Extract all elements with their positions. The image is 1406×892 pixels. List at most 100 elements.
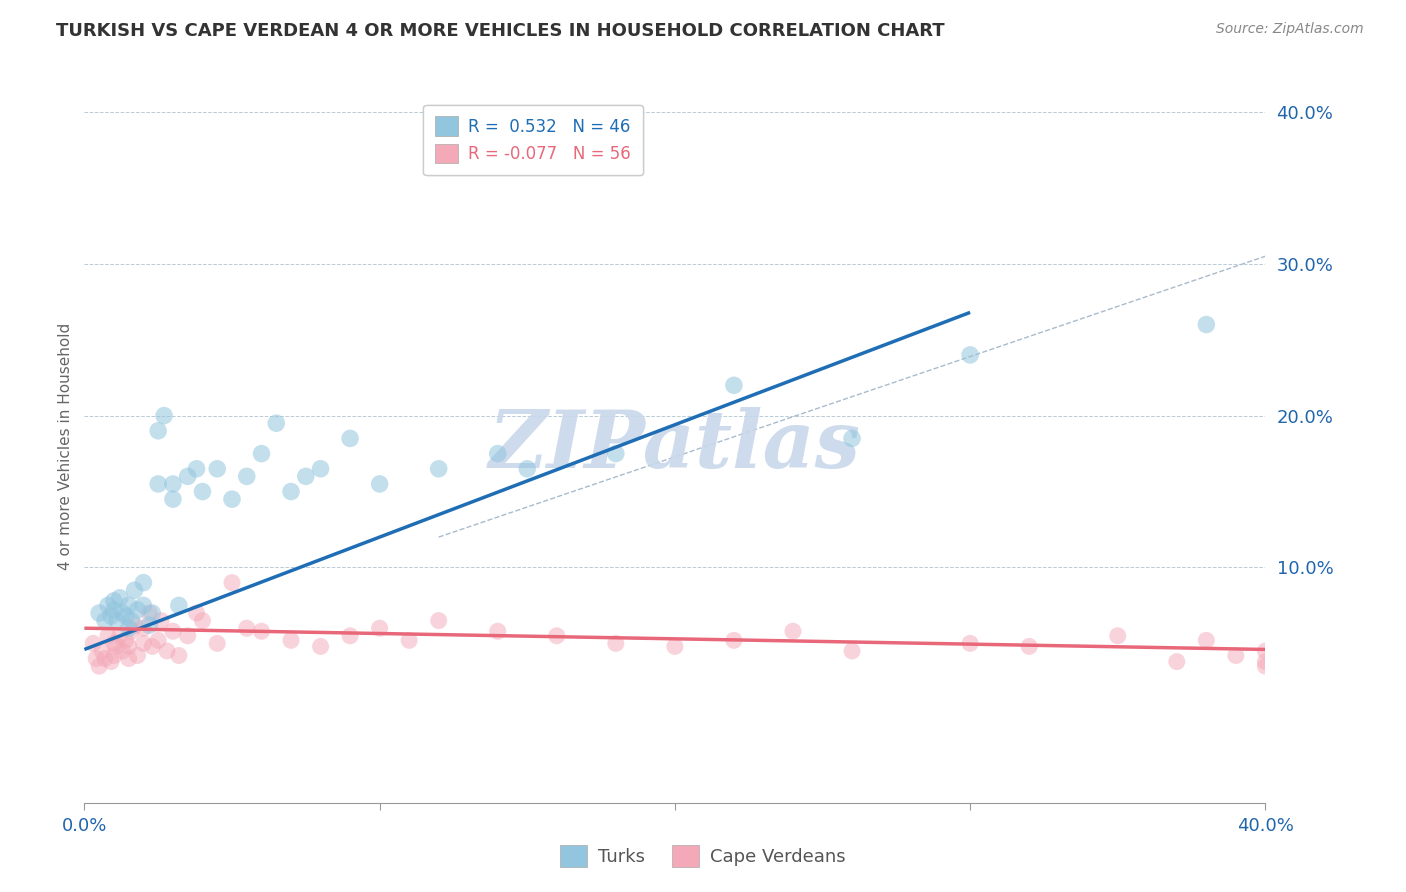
Point	[111, 606, 134, 620]
Point	[138, 618, 160, 632]
Point	[156, 644, 179, 658]
Point	[1166, 655, 1188, 669]
Point	[186, 606, 208, 620]
Point	[148, 424, 170, 438]
Point	[1254, 644, 1277, 658]
Point	[177, 629, 200, 643]
Point	[1195, 318, 1218, 332]
Point	[141, 606, 163, 620]
Point	[91, 644, 114, 658]
Point	[121, 624, 143, 639]
Point	[124, 618, 146, 632]
Point	[1195, 633, 1218, 648]
Point	[127, 648, 149, 663]
Point	[97, 599, 120, 613]
Point	[103, 648, 125, 663]
Point	[959, 636, 981, 650]
Point	[235, 469, 259, 483]
Point	[100, 655, 122, 669]
Point	[280, 633, 302, 648]
Point	[1254, 659, 1277, 673]
Legend: R =  0.532   N = 46, R = -0.077   N = 56: R = 0.532 N = 46, R = -0.077 N = 56	[423, 104, 643, 175]
Point	[124, 583, 146, 598]
Point	[87, 606, 111, 620]
Point	[186, 462, 208, 476]
Point	[1254, 655, 1277, 669]
Point	[94, 614, 117, 628]
Point	[486, 447, 509, 461]
Point	[959, 348, 981, 362]
Point	[1225, 648, 1247, 663]
Y-axis label: 4 or more Vehicles in Household: 4 or more Vehicles in Household	[58, 322, 73, 570]
Point	[235, 621, 259, 635]
Text: TURKISH VS CAPE VERDEAN 4 OR MORE VEHICLES IN HOUSEHOLD CORRELATION CHART: TURKISH VS CAPE VERDEAN 4 OR MORE VEHICL…	[56, 22, 945, 40]
Point	[264, 416, 288, 430]
Point	[167, 648, 190, 663]
Point	[221, 575, 243, 590]
Point	[118, 651, 141, 665]
Point	[111, 644, 134, 658]
Point	[148, 477, 170, 491]
Point	[82, 636, 104, 650]
Point	[94, 651, 117, 665]
Point	[103, 603, 125, 617]
Point	[205, 462, 228, 476]
Point	[103, 594, 125, 608]
Point	[97, 629, 120, 643]
Point	[177, 469, 200, 483]
Point	[339, 629, 361, 643]
Point	[280, 484, 302, 499]
Point	[339, 431, 361, 445]
Point	[132, 621, 155, 635]
Legend: Turks, Cape Verdeans: Turks, Cape Verdeans	[553, 838, 853, 874]
Point	[368, 477, 391, 491]
Point	[103, 636, 125, 650]
Point	[309, 640, 332, 654]
Point	[309, 462, 332, 476]
Point	[153, 409, 176, 423]
Point	[191, 484, 214, 499]
Point	[427, 614, 450, 628]
Point	[723, 378, 745, 392]
Point	[100, 609, 122, 624]
Point	[546, 629, 568, 643]
Point	[108, 591, 131, 605]
Point	[841, 431, 863, 445]
Point	[841, 644, 863, 658]
Point	[108, 629, 131, 643]
Text: Source: ZipAtlas.com: Source: ZipAtlas.com	[1216, 22, 1364, 37]
Point	[162, 492, 184, 507]
Point	[105, 640, 128, 654]
Point	[250, 624, 273, 639]
Point	[250, 447, 273, 461]
Point	[516, 462, 538, 476]
Point	[205, 636, 228, 650]
Point	[1107, 629, 1129, 643]
Point	[132, 599, 155, 613]
Point	[87, 659, 111, 673]
Point	[398, 633, 420, 648]
Point	[427, 462, 450, 476]
Point	[162, 477, 184, 491]
Point	[105, 614, 128, 628]
Point	[132, 636, 155, 650]
Point	[486, 624, 509, 639]
Point	[605, 447, 627, 461]
Point	[368, 621, 391, 635]
Text: ZIPatlas: ZIPatlas	[489, 408, 860, 484]
Point	[132, 575, 155, 590]
Point	[118, 599, 141, 613]
Point	[723, 633, 745, 648]
Point	[664, 640, 686, 654]
Point	[162, 624, 184, 639]
Point	[118, 640, 141, 654]
Point	[148, 633, 170, 648]
Point	[118, 621, 141, 635]
Point	[605, 636, 627, 650]
Point	[191, 614, 214, 628]
Point	[114, 609, 136, 624]
Point	[141, 640, 163, 654]
Point	[114, 633, 136, 648]
Point	[121, 614, 143, 628]
Point	[1018, 640, 1040, 654]
